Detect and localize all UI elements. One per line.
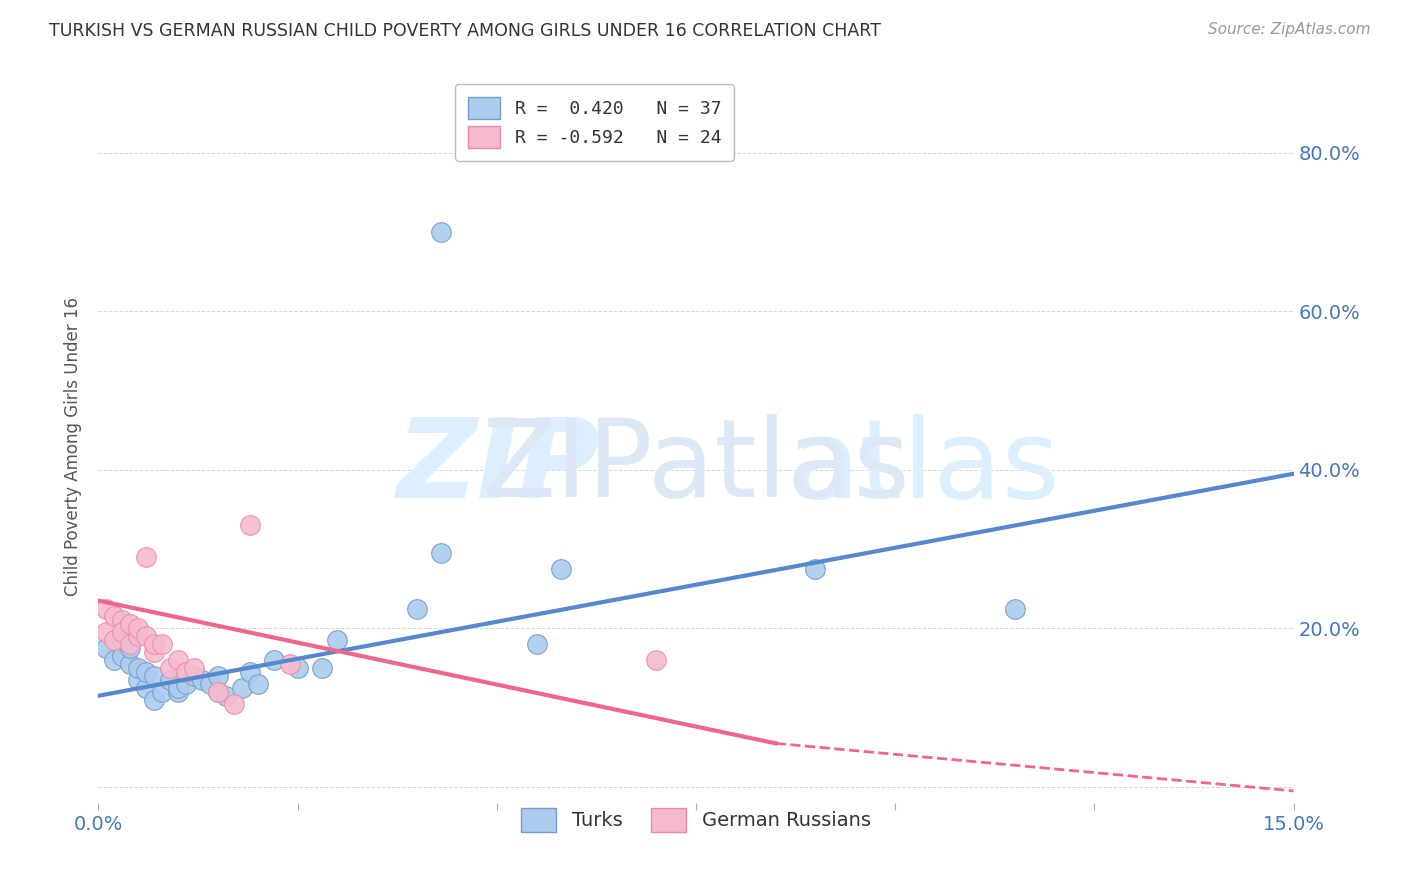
Text: ZIP: ZIP: [396, 414, 600, 521]
Point: [526, 637, 548, 651]
Point: [183, 661, 205, 675]
Point: [239, 665, 262, 679]
Point: [326, 633, 349, 648]
Point: [127, 629, 149, 643]
Point: [103, 633, 125, 648]
Point: [278, 657, 301, 671]
Point: [167, 685, 190, 699]
Point: [215, 689, 238, 703]
Point: [207, 685, 229, 699]
Point: [231, 681, 253, 695]
Point: [135, 681, 157, 695]
Point: [103, 653, 125, 667]
Point: [645, 653, 668, 667]
Point: [111, 633, 134, 648]
Point: [191, 673, 214, 687]
Point: [430, 546, 453, 560]
Y-axis label: Child Poverty Among Girls Under 16: Child Poverty Among Girls Under 16: [65, 296, 83, 596]
Point: [207, 685, 229, 699]
Point: [804, 562, 827, 576]
Point: [287, 661, 309, 675]
Point: [311, 661, 333, 675]
Point: [135, 665, 157, 679]
Point: [120, 617, 142, 632]
Point: [550, 562, 572, 576]
Point: [111, 649, 134, 664]
Text: TURKISH VS GERMAN RUSSIAN CHILD POVERTY AMONG GIRLS UNDER 16 CORRELATION CHART: TURKISH VS GERMAN RUSSIAN CHILD POVERTY …: [49, 22, 882, 40]
Point: [120, 641, 142, 656]
Point: [167, 681, 190, 695]
Point: [167, 653, 190, 667]
Point: [135, 549, 157, 564]
Point: [159, 661, 181, 675]
Point: [127, 661, 149, 675]
Point: [198, 677, 221, 691]
Text: ZIPatlas: ZIPatlas: [482, 415, 910, 520]
Point: [174, 677, 197, 691]
Point: [96, 601, 118, 615]
Point: [127, 621, 149, 635]
Point: [143, 692, 166, 706]
Point: [150, 685, 173, 699]
Point: [263, 653, 285, 667]
Point: [143, 645, 166, 659]
Point: [127, 673, 149, 687]
Point: [103, 609, 125, 624]
Point: [239, 518, 262, 533]
Point: [111, 614, 134, 628]
Point: [111, 625, 134, 640]
Point: [120, 657, 142, 671]
Point: [406, 601, 429, 615]
Point: [96, 625, 118, 640]
Point: [207, 669, 229, 683]
Point: [1004, 601, 1026, 615]
Point: [150, 637, 173, 651]
Point: [174, 665, 197, 679]
Point: [183, 669, 205, 683]
Point: [159, 673, 181, 687]
Point: [96, 641, 118, 656]
Text: Source: ZipAtlas.com: Source: ZipAtlas.com: [1208, 22, 1371, 37]
Text: atlas: atlas: [792, 414, 1060, 521]
Point: [120, 637, 142, 651]
Point: [135, 629, 157, 643]
Point: [222, 697, 245, 711]
Legend: Turks, German Russians: Turks, German Russians: [513, 800, 879, 839]
Point: [143, 669, 166, 683]
Point: [143, 637, 166, 651]
Point: [430, 225, 453, 239]
Point: [246, 677, 269, 691]
